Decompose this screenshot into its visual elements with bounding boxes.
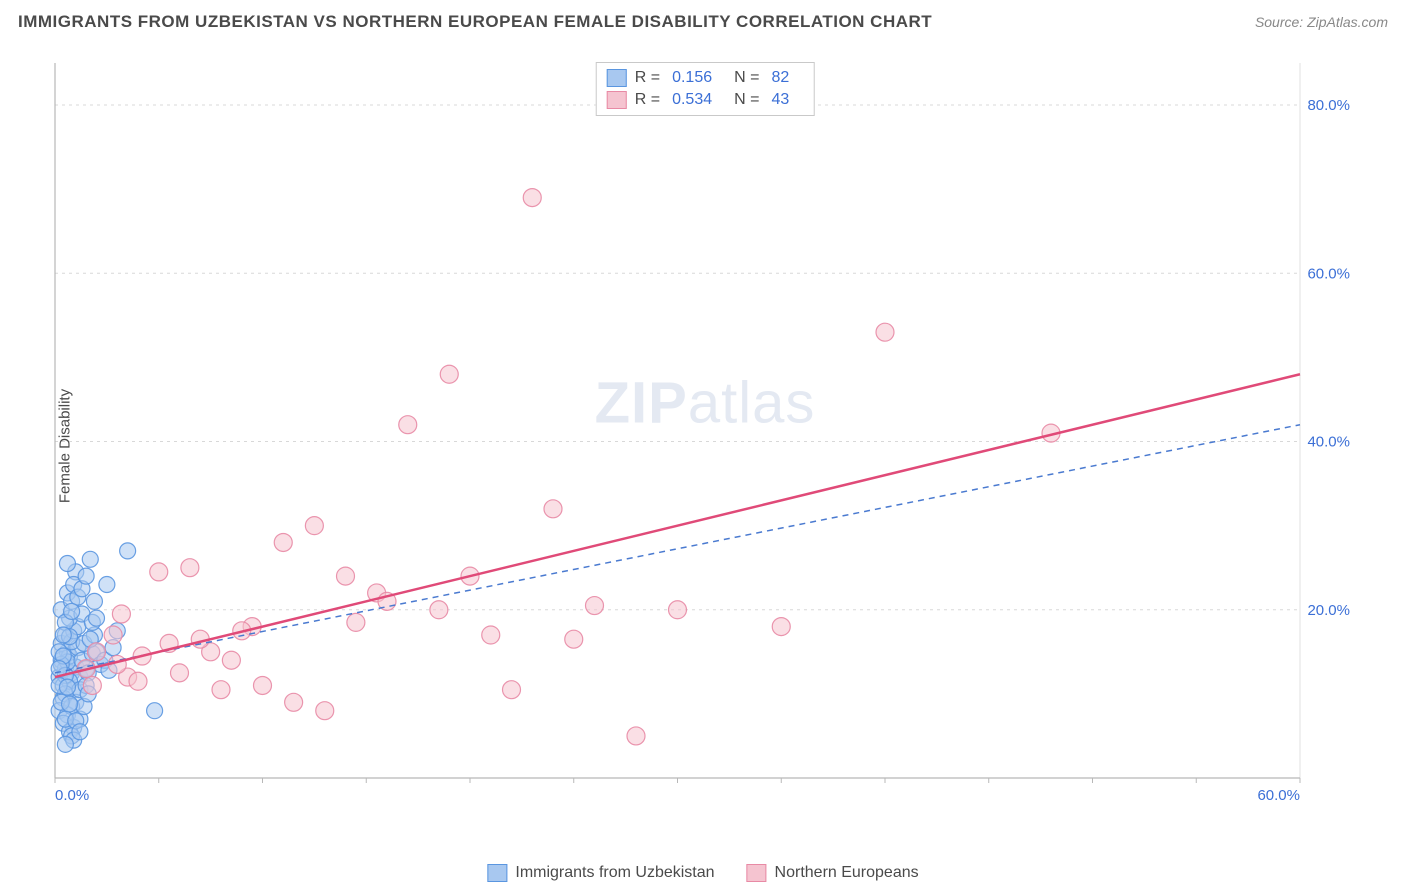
legend-top-row-2: R = 0.534 N = 43 [607,89,804,111]
scatter-chart: 20.0%40.0%60.0%80.0%0.0%60.0% ZIPatlas R… [50,58,1360,808]
swatch-icon [487,864,507,882]
svg-text:0.0%: 0.0% [55,787,89,804]
svg-text:60.0%: 60.0% [1257,787,1300,804]
svg-text:20.0%: 20.0% [1307,602,1350,619]
legend-top-row-1: R = 0.156 N = 82 [607,67,804,89]
svg-text:40.0%: 40.0% [1307,434,1350,451]
legend-item-1: Immigrants from Uzbekistan [487,864,714,882]
legend-bottom: Immigrants from Uzbekistan Northern Euro… [487,864,918,882]
swatch-icon [747,864,767,882]
svg-text:60.0%: 60.0% [1307,265,1350,282]
chart-svg: 20.0% 40.0% 60.0% 80.0% 0.0% 60.0% [50,58,1360,808]
source-label: Source: ZipAtlas.com [1255,14,1388,30]
header: IMMIGRANTS FROM UZBEKISTAN VS NORTHERN E… [18,12,1388,32]
legend-item-2: Northern Europeans [747,864,919,882]
page-title: IMMIGRANTS FROM UZBEKISTAN VS NORTHERN E… [18,12,932,32]
swatch-icon [607,69,627,87]
legend-top: R = 0.156 N = 82 R = 0.534 N = 43 [596,62,815,116]
svg-text:80.0%: 80.0% [1307,97,1350,114]
swatch-icon [607,91,627,109]
